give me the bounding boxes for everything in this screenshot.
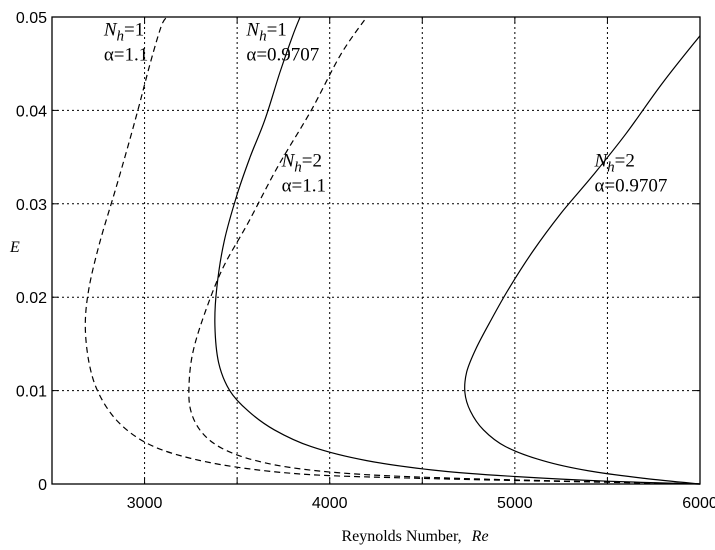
series-curve-4: [464, 35, 701, 485]
y-tick-label: 0.01: [16, 384, 47, 401]
annotation-nh-3: Nh=2: [281, 150, 322, 175]
x-axis-title: Reynolds Number, Re: [341, 528, 488, 545]
plot-frame: [51, 16, 701, 485]
x-tick-label: 3000: [127, 495, 163, 512]
x-tick-label: 6000: [682, 495, 715, 512]
grid-lines: [52, 17, 700, 484]
y-tick-label: 0.04: [16, 103, 47, 120]
x-axis-label: Reynolds Number,: [341, 528, 461, 545]
x-tick-label: 5000: [497, 495, 533, 512]
annotation-alpha-4: α=0.9707: [594, 175, 667, 196]
y-tick-label: 0.02: [16, 290, 47, 307]
tick-labels: 0 0.01 0.02 0.03 0.04 0.05 3000 4000 5000 6000: [16, 10, 715, 512]
curves: [84, 16, 701, 485]
y-tick-label: 0.05: [16, 10, 47, 27]
annotation-nh-4: Nh=2: [593, 150, 634, 175]
series-curve-2: [214, 16, 701, 485]
x-tick-label: 4000: [312, 495, 348, 512]
annotation-nh-2: Nh=1: [245, 20, 286, 45]
annotation-alpha-1: α=1.1: [104, 45, 148, 66]
series-curve-3: [188, 16, 701, 485]
curve-annotations: Nh=1α=1.1Nh=1α=0.9707Nh=2α=1.1Nh=2α=0.97…: [103, 20, 668, 197]
y-axis-title: E: [9, 239, 20, 256]
series-curve-1: [84, 16, 701, 485]
annotation-nh-1: Nh=1: [103, 20, 144, 45]
y-tick-label: 0: [38, 477, 47, 494]
tick-marks: [52, 16, 700, 485]
y-tick-label: 0.03: [16, 197, 47, 214]
annotation-alpha-3: α=1.1: [282, 175, 326, 196]
x-axis-variable: Re: [471, 528, 489, 545]
annotation-alpha-2: α=0.9707: [246, 45, 319, 66]
